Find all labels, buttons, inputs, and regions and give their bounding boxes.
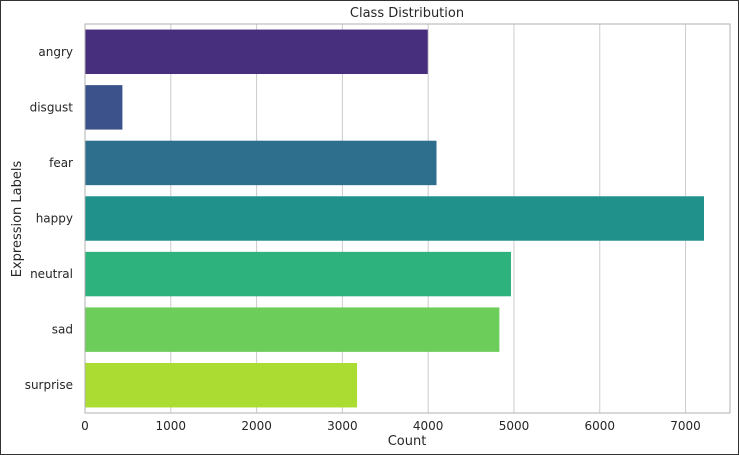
- x-tick-label: 5000: [499, 419, 530, 433]
- plot-frame: [84, 23, 731, 414]
- x-tick-label: 0: [81, 419, 89, 433]
- x-axis-title: Count: [388, 434, 427, 449]
- x-tick-label: 2000: [241, 419, 272, 433]
- bars: [85, 29, 705, 408]
- bar-happy: [85, 196, 705, 241]
- bar-neutral: [85, 251, 511, 297]
- y-tick-label-sad: sad: [52, 323, 73, 337]
- y-tick-label-fear: fear: [49, 156, 73, 170]
- chart-title: Class Distribution: [350, 6, 464, 21]
- bar-fear: [85, 140, 437, 186]
- y-tick-label-surprise: surprise: [25, 378, 73, 392]
- y-axis-title: Expression Labels: [10, 161, 25, 278]
- x-tick-label: 1000: [156, 419, 187, 433]
- bar-angry: [85, 29, 428, 75]
- x-tick-label: 6000: [584, 419, 615, 433]
- y-tick-label-neutral: neutral: [30, 267, 73, 281]
- bar-surprise: [85, 362, 358, 408]
- y-tick-label-disgust: disgust: [30, 100, 74, 114]
- x-tick-labels: 0 1000 2000 3000 4000 5000 6000 7000: [81, 419, 701, 433]
- y-tick-labels: angry disgust fear happy neutral sad surprise: [25, 45, 74, 392]
- x-tick-label: 4000: [413, 419, 444, 433]
- y-tick-label-happy: happy: [36, 212, 73, 226]
- x-tick-label: 3000: [327, 419, 358, 433]
- x-tick-label: 7000: [670, 419, 701, 433]
- y-tick-label-angry: angry: [38, 45, 73, 59]
- bar-disgust: [85, 85, 123, 130]
- bar-sad: [85, 307, 500, 352]
